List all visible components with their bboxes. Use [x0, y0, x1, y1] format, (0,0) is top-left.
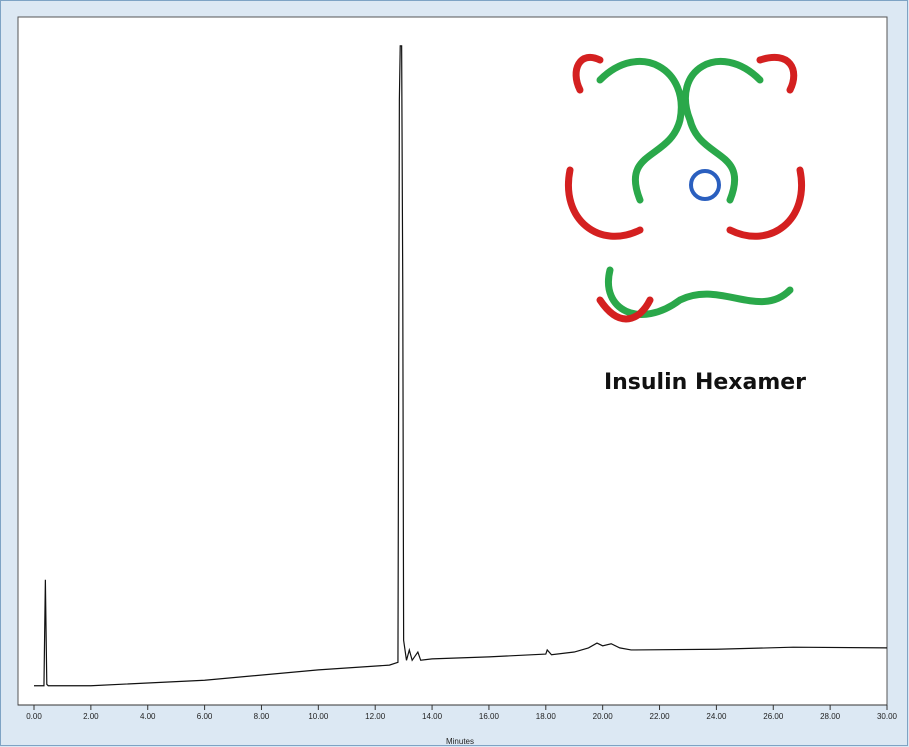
x-tick-label: 16.00 — [479, 712, 500, 721]
x-tick-label: 8.00 — [254, 712, 270, 721]
x-tick-label: 2.00 — [83, 712, 99, 721]
x-tick-label: 22.00 — [650, 712, 671, 721]
protein-illustration — [565, 53, 805, 323]
x-tick-label: 0.00 — [26, 712, 42, 721]
x-tick-label: 18.00 — [536, 712, 557, 721]
x-tick-label: 26.00 — [763, 712, 784, 721]
x-tick-label: 12.00 — [365, 712, 386, 721]
trace — [34, 45, 888, 687]
x-tick-label: 10.00 — [308, 712, 329, 721]
annotation: Insulin Hexamer — [604, 370, 806, 395]
x-tick-label: 4.00 — [140, 712, 156, 721]
x-tick-label: 20.00 — [593, 712, 614, 721]
x-axis-label: Minutes — [446, 737, 474, 746]
x-tick-label: 24.00 — [706, 712, 727, 721]
x-tick-label: 6.00 — [197, 712, 213, 721]
plot-area — [17, 16, 888, 706]
x-tick-label: 30.00 — [877, 712, 898, 721]
x-tick-label: 28.00 — [820, 712, 841, 721]
x-tick-label: 14.00 — [422, 712, 443, 721]
